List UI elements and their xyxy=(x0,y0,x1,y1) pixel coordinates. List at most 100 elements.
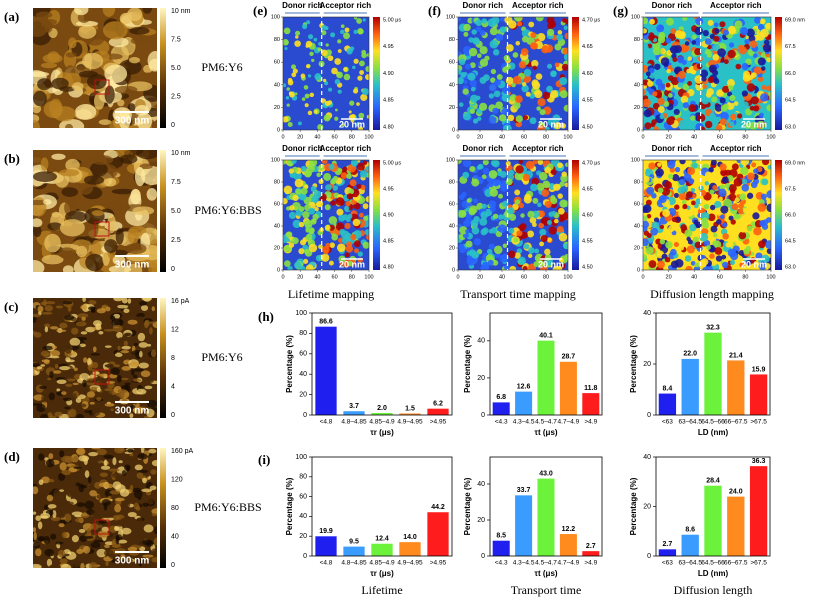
map-domain xyxy=(358,126,364,130)
map-frame xyxy=(457,16,569,131)
map-domain xyxy=(717,48,726,57)
map-domain xyxy=(708,64,717,73)
map-domain xyxy=(659,224,665,230)
map-domain xyxy=(366,53,369,57)
afm-grain xyxy=(50,533,57,540)
map-domain xyxy=(323,173,332,181)
afm-grain xyxy=(112,457,117,466)
map-domain xyxy=(743,70,751,78)
image-texture xyxy=(33,298,157,418)
map-domain xyxy=(352,162,357,167)
afm-grain xyxy=(124,464,131,471)
afm-grain xyxy=(35,548,42,557)
map-domain xyxy=(473,198,478,204)
value-label: 1.5 xyxy=(405,405,415,412)
map-domain xyxy=(694,26,703,36)
afm-grain xyxy=(130,37,144,45)
map-domain xyxy=(523,243,530,250)
map-domain xyxy=(753,168,759,174)
colorbar-label: 4.90 xyxy=(383,71,394,77)
map-domain xyxy=(541,45,550,54)
map-domain xyxy=(701,76,707,82)
afm-grain xyxy=(144,385,153,390)
map-domain xyxy=(665,241,673,249)
x-tick-label: 0 xyxy=(456,134,459,140)
map-domain xyxy=(657,105,665,113)
afm-grain xyxy=(79,485,91,489)
afm-grain xyxy=(79,403,87,408)
afm-grain xyxy=(33,104,42,114)
map-domain xyxy=(495,33,504,42)
bar xyxy=(315,326,337,415)
image-texture xyxy=(283,17,369,130)
y-tick-label: 0 xyxy=(277,127,280,133)
map-domain xyxy=(507,114,515,122)
map-domain xyxy=(298,206,305,212)
afm-grain xyxy=(109,490,121,495)
panel-label: (b) xyxy=(4,151,20,166)
afm-grain xyxy=(104,402,115,407)
map-domain xyxy=(539,228,547,236)
map-domain xyxy=(691,193,697,199)
afm-grain xyxy=(76,502,86,508)
y-tick-label: 80 xyxy=(449,37,455,43)
map-domain xyxy=(528,21,535,28)
y-tick-label: 80 xyxy=(299,330,307,337)
map-domain xyxy=(365,65,369,72)
afm-grain xyxy=(108,553,117,559)
afm-grain xyxy=(42,345,54,351)
map-domain xyxy=(714,247,723,255)
map-domain xyxy=(716,89,724,97)
map-domain xyxy=(565,162,568,168)
map-domain xyxy=(325,184,332,191)
y-tick-label: 0 xyxy=(481,412,485,419)
map-domain xyxy=(712,240,718,247)
colorbar-label: 66.0 xyxy=(785,212,796,218)
afm-grain xyxy=(59,511,65,519)
afm-grain xyxy=(123,340,128,347)
map-domain xyxy=(657,187,664,194)
afm-grain xyxy=(133,502,140,510)
map-domain xyxy=(697,213,702,218)
map-domain xyxy=(765,85,771,92)
scale-bar-label: 300 nm xyxy=(115,260,150,271)
colorbar-label: 7.5 xyxy=(171,36,181,43)
map-domain xyxy=(550,197,558,205)
colorbar-label: 40 xyxy=(171,533,179,540)
map-domain xyxy=(662,167,671,176)
image-texture xyxy=(33,150,157,272)
map-domain xyxy=(757,203,767,212)
map-domain xyxy=(516,230,523,237)
afm-grain xyxy=(35,515,42,521)
map-domain xyxy=(759,220,766,227)
map-domain xyxy=(654,63,661,71)
scale-bar-label: 300 nm xyxy=(115,406,150,417)
afm-grain xyxy=(150,469,157,475)
map-domain xyxy=(733,101,739,106)
colorbar-label: 2.5 xyxy=(171,237,181,244)
map-domain xyxy=(358,212,364,218)
y-tick-label: 40 xyxy=(449,82,455,88)
afm-grain xyxy=(104,483,114,489)
map-domain xyxy=(532,197,539,204)
map-domain xyxy=(693,266,701,270)
afm-grain xyxy=(40,301,47,306)
afm-grain xyxy=(98,373,108,377)
afm-grain xyxy=(65,383,73,388)
map-domain xyxy=(334,116,339,121)
map-domain xyxy=(536,182,545,191)
value-label: 11.8 xyxy=(584,385,597,392)
afm-grain xyxy=(142,502,149,507)
map-domain xyxy=(331,67,338,75)
map-domain xyxy=(558,232,568,242)
map-domain xyxy=(753,66,762,75)
afm-grain xyxy=(101,499,111,506)
map-domain xyxy=(506,64,511,69)
afm-grain xyxy=(79,373,90,382)
map-domain xyxy=(753,260,760,267)
map-domain xyxy=(312,213,319,221)
map-domain xyxy=(344,252,350,258)
colorbar xyxy=(775,160,782,270)
map-domain xyxy=(345,245,354,253)
afm-grain xyxy=(127,103,136,112)
